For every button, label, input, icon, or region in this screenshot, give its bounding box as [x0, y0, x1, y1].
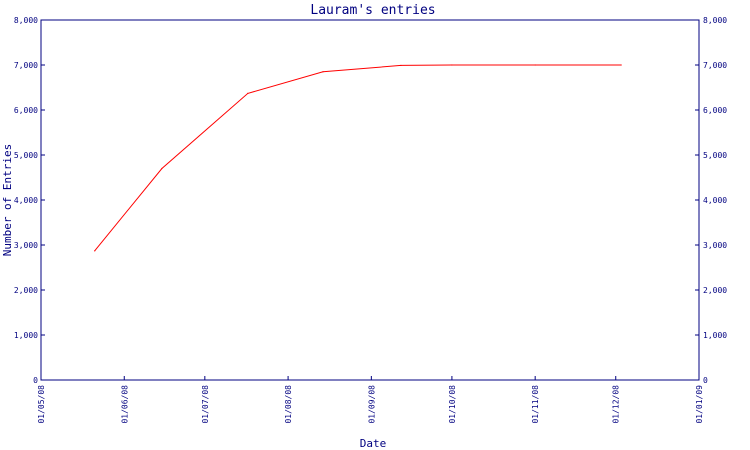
- x-tick-label: 01/08/08: [284, 385, 293, 424]
- x-tick-label: 01/06/08: [120, 385, 129, 424]
- x-tick-label: 01/07/08: [201, 385, 210, 424]
- y-axis-left: 0 1,000 2,000 3,000 4,000 5,000 6,000 7,000 8,00…: [14, 16, 45, 385]
- data-point: [322, 71, 324, 73]
- y-tick-label-left: 2,000: [14, 286, 38, 295]
- y-tick-label-left: 8,000: [14, 16, 38, 25]
- y-tick-label-right: 1,000: [703, 331, 727, 340]
- x-tick-label: 01/01/09: [695, 385, 704, 424]
- data-point: [94, 250, 96, 252]
- data-point: [247, 92, 249, 94]
- y-tick-label-right: 8,000: [703, 16, 727, 25]
- y-axis-label: Number of Entries: [1, 144, 14, 257]
- x-tick-label: 01/05/08: [37, 385, 46, 424]
- data-point: [451, 64, 453, 66]
- y-tick-label-left: 7,000: [14, 61, 38, 70]
- y-tick-label-left: 4,000: [14, 196, 38, 205]
- y-tick-label-left: 5,000: [14, 151, 38, 160]
- chart-title: Lauram's entries: [310, 3, 435, 18]
- y-tick-label-right: 5,000: [703, 151, 727, 160]
- data-point: [400, 64, 402, 67]
- x-axis-label: Date: [360, 437, 387, 450]
- x-tick-label: 01/09/08: [367, 385, 376, 424]
- y-tick-label-left: 6,000: [14, 106, 38, 115]
- y-tick-label-right: 7,000: [703, 61, 727, 70]
- y-tick-label-right: 6,000: [703, 106, 727, 115]
- data-point: [534, 64, 536, 66]
- y-tick-label-left: 0: [33, 376, 38, 385]
- series-line: [94, 64, 622, 252]
- y-tick-label-right: 3,000: [703, 241, 727, 250]
- x-tick-label: 01/10/08: [448, 385, 457, 424]
- y-axis-right: 0 1,000 2,000 3,000 4,000 5,000 6,000 7,000 8,00…: [695, 16, 727, 385]
- data-point: [620, 64, 622, 66]
- x-tick-label: 01/11/08: [531, 385, 540, 424]
- x-axis: 01/05/08 01/06/08 01/07/08 01/08/08 01/09/08…: [37, 376, 704, 424]
- data-series: [94, 64, 622, 252]
- y-tick-label-right: 0: [703, 376, 708, 385]
- x-tick-label: 01/12/08: [612, 385, 621, 424]
- y-tick-label-right: 2,000: [703, 286, 727, 295]
- y-tick-label-left: 1,000: [14, 331, 38, 340]
- y-tick-label-left: 3,000: [14, 241, 38, 250]
- y-tick-label-right: 4,000: [703, 196, 727, 205]
- data-point: [161, 167, 163, 170]
